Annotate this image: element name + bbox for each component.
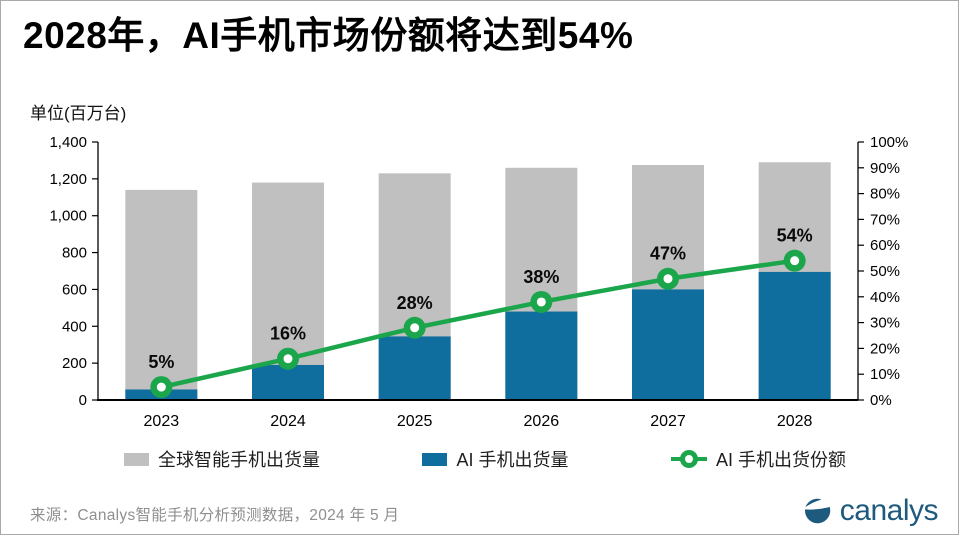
right-axis-tick-label: 70% xyxy=(870,211,900,228)
bar-ai-2025 xyxy=(378,336,451,400)
bar-ai-2024 xyxy=(252,364,324,400)
right-axis-tick-label: 30% xyxy=(870,315,900,332)
x-axis-label-2026: 2026 xyxy=(524,413,560,430)
page-title: 2028年，AI手机市场份额将达到54% xyxy=(23,15,634,56)
left-axis-tick-label: 1,200 xyxy=(49,171,87,188)
share-data-label-2024: 16% xyxy=(270,324,306,344)
legend-donut-marker-icon xyxy=(679,450,698,468)
legend-item-global-shipments: 全球智能手机出货量 xyxy=(124,446,320,472)
left-axis-tick-label: 400 xyxy=(62,318,87,335)
legend-label-share: AI 手机出货份额 xyxy=(715,450,846,470)
left-axis-tick-label: 1,400 xyxy=(49,134,87,151)
legend-swatch-global xyxy=(124,452,149,466)
canalys-logo-text: canalys xyxy=(839,493,939,527)
chart-legend: 全球智能手机出货量 AI 手机出货量 AI 手机出货份额 xyxy=(124,446,846,472)
bar-ai-2026 xyxy=(505,311,578,400)
right-axis-tick-label: 60% xyxy=(870,237,900,254)
right-axis-tick-label: 90% xyxy=(870,160,900,177)
legend-label-ai: AI 手机出货量 xyxy=(456,450,569,470)
x-axis-label-2025: 2025 xyxy=(397,413,433,430)
share-data-label-2027: 47% xyxy=(650,244,686,264)
x-axis-label-2023: 2023 xyxy=(144,413,180,430)
share-data-label-2028: 54% xyxy=(777,226,813,246)
bar-global-2023 xyxy=(125,189,198,400)
left-axis-tick-label: 200 xyxy=(62,355,87,372)
share-data-label-2026: 38% xyxy=(523,267,559,287)
x-axis-label-2027: 2027 xyxy=(650,413,686,430)
legend-swatch-ai xyxy=(422,452,448,466)
legend-item-ai-share: AI 手机出货份额 xyxy=(670,446,846,472)
legend-label-global: 全球智能手机出货量 xyxy=(158,450,320,470)
source-text: 来源：Canalys智能手机分析预测数据，2024 年 5 月 xyxy=(30,507,400,524)
canalys-logo: canalys xyxy=(802,493,939,527)
right-axis-tick-label: 100% xyxy=(870,134,908,151)
right-axis-tick-label: 50% xyxy=(870,263,900,280)
right-axis-tick-label: 10% xyxy=(870,366,900,383)
share-marker-center-2026 xyxy=(536,297,546,307)
legend-swatch-share-line xyxy=(670,449,707,469)
x-axis-label-2024: 2024 xyxy=(270,413,306,430)
left-axis-tick-label: 600 xyxy=(62,281,87,298)
axis-unit-label: 单位(百万台) xyxy=(30,104,127,123)
right-axis-tick-label: 40% xyxy=(870,289,900,306)
share-marker-center-2024 xyxy=(283,354,293,364)
x-axis-label-2028: 2028 xyxy=(777,413,813,430)
left-axis-tick-label: 800 xyxy=(62,245,87,262)
share-line xyxy=(160,258,795,390)
share-marker-center-2025 xyxy=(410,323,420,333)
share-data-label-2023: 5% xyxy=(148,352,174,372)
share-marker-center-2023 xyxy=(156,382,166,392)
canalys-logo-icon xyxy=(804,498,831,524)
share-marker-center-2027 xyxy=(663,274,673,284)
left-axis-tick-label: 0 xyxy=(79,392,87,409)
right-axis-tick-label: 20% xyxy=(870,340,900,357)
legend-item-ai-shipments: AI 手机出货量 xyxy=(422,446,569,472)
left-axis-tick-label: 1,000 xyxy=(49,208,87,225)
share-data-label-2025: 28% xyxy=(397,293,433,313)
bar-ai-2028 xyxy=(758,271,831,400)
share-marker-center-2028 xyxy=(790,256,800,266)
right-axis-tick-label: 80% xyxy=(870,186,900,203)
bar-ai-2027 xyxy=(632,289,704,400)
right-axis-tick-label: 0% xyxy=(870,392,892,409)
